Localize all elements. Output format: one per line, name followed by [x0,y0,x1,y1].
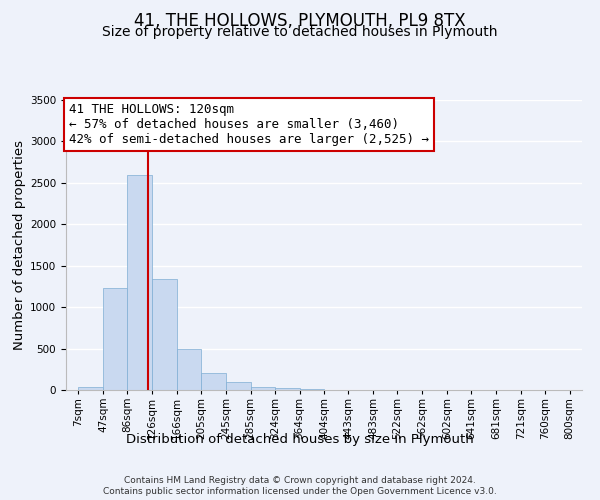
Text: Contains public sector information licensed under the Open Government Licence v3: Contains public sector information licen… [103,488,497,496]
Text: Contains HM Land Registry data © Crown copyright and database right 2024.: Contains HM Land Registry data © Crown c… [124,476,476,485]
Bar [103,288,127,390]
Bar [201,374,226,390]
Bar [177,348,201,390]
Bar [79,386,103,390]
Bar [251,386,275,390]
Text: Distribution of detached houses by size in Plymouth: Distribution of detached houses by size … [126,432,474,446]
Bar [127,176,152,390]
Bar [299,389,325,390]
Text: 41, THE HOLLOWS, PLYMOUTH, PL9 8TX: 41, THE HOLLOWS, PLYMOUTH, PL9 8TX [134,12,466,30]
Bar [275,388,299,390]
Y-axis label: Number of detached properties: Number of detached properties [13,140,26,350]
Text: 41 THE HOLLOWS: 120sqm
← 57% of detached houses are smaller (3,460)
42% of semi-: 41 THE HOLLOWS: 120sqm ← 57% of detached… [68,103,428,146]
Bar [226,382,251,390]
Bar [152,279,177,390]
Text: Size of property relative to detached houses in Plymouth: Size of property relative to detached ho… [102,25,498,39]
